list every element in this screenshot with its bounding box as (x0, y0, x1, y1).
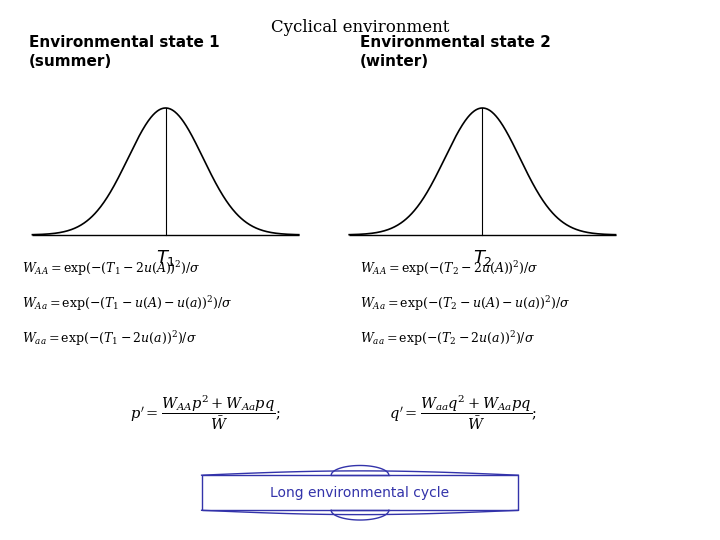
Text: Cyclical environment: Cyclical environment (271, 19, 449, 36)
Text: Environmental state 1
(summer): Environmental state 1 (summer) (29, 35, 220, 69)
Text: $p' = \dfrac{W_{AA}p^2 + W_{Aa}pq}{\bar{W}};$: $p' = \dfrac{W_{AA}p^2 + W_{Aa}pq}{\bar{… (130, 394, 280, 433)
FancyBboxPatch shape (202, 475, 518, 510)
Text: Environmental state 2
(winter): Environmental state 2 (winter) (360, 35, 551, 69)
Text: $W_{aa} = \mathrm{exp}(-(T_1 - 2u(a))^2)/\sigma$: $W_{aa} = \mathrm{exp}(-(T_1 - 2u(a))^2)… (22, 329, 197, 348)
Text: $W_{aa} = \mathrm{exp}(-(T_2 - 2u(a))^2)/\sigma$: $W_{aa} = \mathrm{exp}(-(T_2 - 2u(a))^2)… (360, 329, 535, 348)
Text: $T_1$: $T_1$ (156, 248, 176, 268)
Text: $W_{Aa} = \mathrm{exp}(-(T_1 - u(A) - u(a))^2)/\sigma$: $W_{Aa} = \mathrm{exp}(-(T_1 - u(A) - u(… (22, 294, 232, 313)
Text: $W_{AA} = \mathrm{exp}(-(T_2 - 2u(A))^2)/\sigma$: $W_{AA} = \mathrm{exp}(-(T_2 - 2u(A))^2)… (360, 259, 539, 278)
Text: $W_{Aa} = \mathrm{exp}(-(T_2 - u(A) - u(a))^2)/\sigma$: $W_{Aa} = \mathrm{exp}(-(T_2 - u(A) - u(… (360, 294, 570, 313)
Text: $T_2$: $T_2$ (472, 248, 492, 268)
Text: Long environmental cycle: Long environmental cycle (271, 486, 449, 500)
Text: $q' = \dfrac{W_{aa}q^2 + W_{Aa}pq}{\bar{W}};$: $q' = \dfrac{W_{aa}q^2 + W_{Aa}pq}{\bar{… (389, 394, 537, 433)
Text: $W_{AA} = \mathrm{exp}(-(T_1 - 2u(A))^2)/\sigma$: $W_{AA} = \mathrm{exp}(-(T_1 - 2u(A))^2)… (22, 259, 200, 278)
